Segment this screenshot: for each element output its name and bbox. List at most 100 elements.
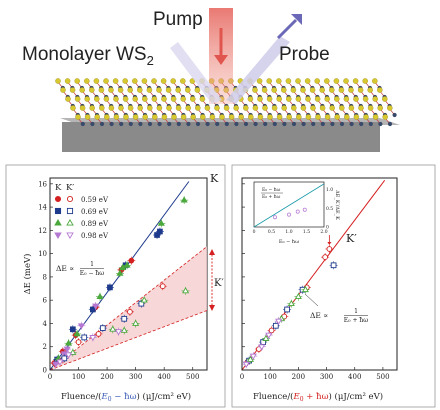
sulfur-atom bbox=[190, 96, 196, 102]
x-tick-label: 100 bbox=[72, 373, 85, 381]
data-point bbox=[287, 299, 295, 307]
data-point bbox=[138, 300, 145, 307]
data-point bbox=[89, 306, 96, 313]
sulfur-atom bbox=[300, 87, 306, 93]
inset-data: 0 0.5 1.0 1.5 2.000.51.0 bbox=[253, 183, 333, 235]
sulfur-atom bbox=[219, 114, 225, 120]
sulfur-atom bbox=[137, 87, 143, 93]
sulfur-atom bbox=[84, 96, 90, 102]
data-point bbox=[99, 325, 106, 331]
data-point bbox=[242, 361, 250, 368]
sulfur-atom bbox=[334, 114, 340, 120]
probe-arrow-head bbox=[291, 14, 302, 25]
sulfur-atom bbox=[200, 114, 206, 120]
right-xlabel-e0: E bbox=[293, 392, 301, 402]
sulfur-atom bbox=[127, 105, 134, 111]
data-point bbox=[107, 284, 113, 291]
legend-label-1: 0.69 eV bbox=[81, 208, 109, 216]
tungsten-atom bbox=[311, 121, 316, 127]
sulfur-atom bbox=[108, 105, 115, 111]
data-point bbox=[246, 355, 254, 362]
legend-marker-kp bbox=[66, 195, 74, 203]
sulfur-atom bbox=[89, 87, 95, 93]
sulfur-atom bbox=[117, 87, 124, 93]
left-data-points bbox=[50, 196, 190, 369]
left-xlabel: Fluence/(E0 − ħω) (μJ/cm² eV) bbox=[61, 391, 191, 403]
sulfur-atom bbox=[75, 114, 81, 120]
pump-arrow-head bbox=[214, 55, 228, 65]
inset-point bbox=[302, 207, 307, 212]
kp-bracket-top-arrow bbox=[209, 249, 215, 255]
tungsten-atom bbox=[253, 121, 258, 127]
sulfur-atom bbox=[137, 105, 143, 111]
x-tick-label: 500 bbox=[376, 373, 389, 381]
sulfur-atom bbox=[160, 78, 167, 84]
x-tick-label: 100 bbox=[263, 373, 276, 381]
x-tick-label: 500 bbox=[186, 373, 199, 381]
sulfur-atom bbox=[141, 78, 148, 84]
data-point bbox=[123, 261, 131, 268]
sulfur-atom bbox=[338, 87, 345, 93]
legend-label-2: 0.89 eV bbox=[81, 220, 109, 228]
data-point bbox=[154, 232, 160, 238]
inset-legend-den: E₀ + ħω bbox=[262, 194, 281, 200]
legend-markers bbox=[54, 195, 74, 240]
sulfur-atom bbox=[170, 78, 176, 84]
sulfur-atom bbox=[353, 96, 359, 102]
sulfur-atom bbox=[291, 105, 297, 111]
sulfur-atom bbox=[387, 105, 393, 111]
sulfur-atom bbox=[146, 87, 153, 93]
data-point bbox=[92, 303, 100, 310]
sulfur-atom bbox=[257, 114, 264, 120]
data-point bbox=[114, 329, 123, 336]
sulfur-atom bbox=[113, 96, 119, 102]
y-tick-label: 14 bbox=[38, 204, 47, 212]
left-xlabel-prefix: Fluence/( bbox=[61, 391, 102, 402]
sulfur-atom bbox=[319, 105, 326, 111]
tungsten-atom bbox=[272, 121, 277, 127]
right-xlabel-suffix: ) (μJ/cm² eV) bbox=[329, 391, 384, 402]
data-point bbox=[159, 283, 166, 290]
sulfur-atom bbox=[118, 105, 124, 111]
left-ylabel: ΔE (meV) bbox=[22, 254, 33, 295]
sulfur-atom bbox=[314, 96, 321, 102]
sulfur-atom bbox=[247, 96, 254, 102]
sulfur-atom bbox=[103, 78, 109, 84]
data-point bbox=[258, 344, 266, 351]
sulfur-atom bbox=[132, 114, 139, 120]
sulfur-atom bbox=[266, 78, 272, 84]
left-panel-border bbox=[5, 164, 226, 408]
sulfur-atom bbox=[310, 105, 316, 111]
inset-point bbox=[287, 212, 291, 217]
legend-marker-kp bbox=[66, 207, 74, 215]
legend-label-0: 0.59 eV bbox=[81, 196, 109, 204]
left-legend: K K′ 0.59 eV 0.69 eV 0.89 eV 0.98 eV bbox=[54, 183, 109, 240]
sulfur-atom bbox=[94, 96, 100, 102]
data-point bbox=[77, 323, 85, 330]
sulfur-atom bbox=[165, 87, 172, 93]
y-tick-label: 10 bbox=[38, 250, 47, 258]
sulfur-atom bbox=[214, 105, 220, 111]
sulfur-atom bbox=[377, 105, 383, 111]
sulfur-atom bbox=[343, 96, 350, 102]
sulfur-atom bbox=[363, 114, 369, 120]
data-point bbox=[52, 361, 60, 368]
data-point bbox=[180, 196, 188, 203]
sulfur-atom bbox=[348, 105, 355, 111]
sulfur-atom bbox=[324, 78, 330, 84]
sulfur-atom bbox=[151, 78, 157, 84]
substrate bbox=[62, 122, 380, 152]
sulfur-atom bbox=[271, 87, 277, 93]
sulfur-atom bbox=[314, 78, 320, 84]
sulfur-atom bbox=[161, 114, 168, 120]
sulfur-atom bbox=[204, 105, 211, 111]
data-point bbox=[73, 330, 81, 337]
right-annotation-num: 1 bbox=[354, 308, 358, 315]
sulfur-atom bbox=[84, 114, 91, 120]
y-tick-label: 2 bbox=[43, 343, 47, 351]
sulfur-atom bbox=[74, 78, 80, 84]
probe-arrow-shaft bbox=[276, 18, 298, 40]
left-xlabel-suffix: ) (μJ/cm² eV) bbox=[137, 391, 192, 402]
inset-x-tick-label: 2.0 bbox=[320, 229, 327, 235]
